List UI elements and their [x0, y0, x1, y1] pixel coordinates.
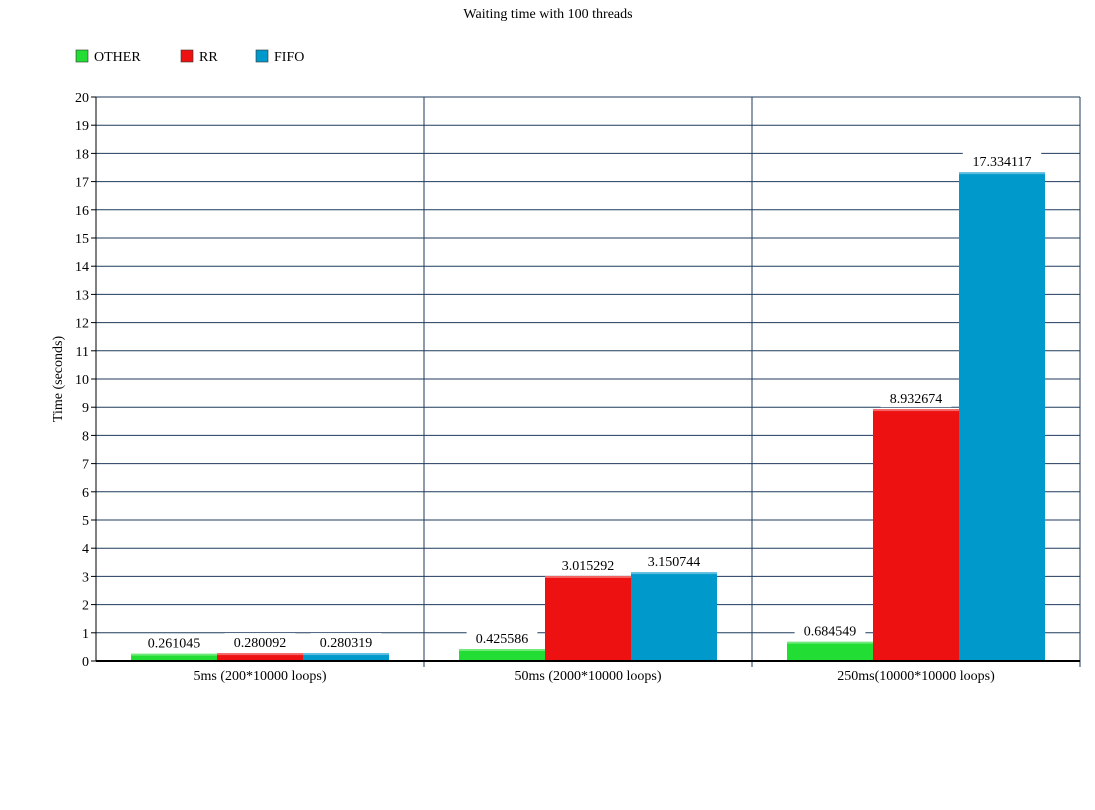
legend-label: FIFO: [274, 50, 304, 65]
y-tick-label: 6: [82, 486, 89, 501]
data-label-bg: [138, 633, 210, 652]
y-tick-label: 17: [75, 176, 89, 191]
data-label: 17.334117: [973, 155, 1032, 170]
legend-swatch: [255, 49, 269, 63]
data-label: 0.280319: [320, 636, 373, 651]
data-label-bg: [962, 152, 1042, 171]
data-label: 0.261045: [148, 637, 201, 652]
y-tick-label: 9: [82, 401, 89, 416]
bar-other: [131, 653, 217, 661]
y-tick-label: 13: [75, 288, 89, 303]
chart-title: Waiting time with 100 threads: [463, 7, 632, 22]
data-labels: 0.261045 0.280092 0.280319 0.425586 3.015292…: [138, 152, 1042, 652]
y-tick-label: 4: [82, 542, 89, 557]
data-label: 3.015292: [562, 559, 615, 574]
data-label: 8.932674: [890, 392, 943, 407]
y-tick-label: 14: [75, 260, 89, 275]
x-tick-label: 5ms (200*10000 loops): [194, 669, 327, 684]
y-tick-label: 20: [75, 91, 89, 106]
y-tick-label: 5: [82, 514, 89, 529]
data-label-bg: [638, 552, 710, 571]
data-label-bg: [466, 628, 538, 647]
bar-other: [459, 648, 545, 661]
bar-rr: [545, 575, 631, 661]
y-tick-label: 15: [75, 232, 89, 247]
bar-highlight: [873, 409, 959, 412]
legend-label: RR: [199, 50, 218, 65]
bar-rr: [217, 653, 303, 661]
y-tick-label: 1: [82, 627, 89, 642]
y-tick-label: 18: [75, 147, 89, 162]
bar-other: [787, 641, 873, 661]
x-tick-label: 250ms(10000*10000 loops): [837, 669, 995, 684]
y-tick-label: 12: [75, 317, 89, 332]
y-tick-label: 2: [82, 599, 89, 614]
data-label-bg: [310, 633, 382, 652]
grid: [96, 96, 1081, 667]
data-label-bg: [552, 555, 624, 574]
y-tick-label: 19: [75, 119, 89, 134]
legend-label: OTHER: [94, 50, 141, 65]
bar-highlight: [959, 172, 1045, 175]
bar-fifo: [631, 572, 717, 661]
legend-item-fifo: FIFO: [255, 49, 304, 65]
legend-swatch: [75, 49, 89, 63]
bar-highlight: [459, 648, 545, 651]
legend-item-rr: RR: [180, 49, 218, 65]
y-tick-label: 16: [75, 204, 89, 219]
legend: OTHER RR FIFO: [75, 49, 304, 65]
bar-rr: [873, 409, 959, 661]
bar-highlight: [217, 653, 303, 656]
y-tick-label: 0: [82, 655, 89, 670]
data-label-bg: [880, 389, 952, 408]
bars: [131, 172, 1045, 661]
legend-item-other: OTHER: [75, 49, 141, 65]
bar-fifo: [959, 172, 1045, 661]
legend-swatch: [180, 49, 194, 63]
data-label: 3.150744: [648, 555, 701, 570]
bar-highlight: [303, 653, 389, 656]
y-tick-label: 11: [76, 345, 89, 360]
y-tick-label: 8: [82, 429, 89, 444]
bar-fifo: [303, 653, 389, 661]
bar-highlight: [545, 575, 631, 578]
bar-highlight: [131, 653, 217, 656]
bar-highlight: [787, 641, 873, 644]
bar-highlight: [631, 572, 717, 575]
y-tick-label: 7: [82, 458, 89, 473]
data-label: 0.684549: [804, 625, 857, 640]
y-tick-label: 3: [82, 570, 89, 585]
data-label-bg: [794, 621, 866, 640]
y-tick-label: 10: [75, 373, 89, 388]
y-axis-label: Time (seconds): [51, 336, 66, 423]
data-label: 0.425586: [476, 632, 529, 647]
x-tick-label: 50ms (2000*10000 loops): [515, 669, 662, 684]
data-label: 0.280092: [234, 636, 287, 651]
data-label-bg: [224, 633, 296, 652]
